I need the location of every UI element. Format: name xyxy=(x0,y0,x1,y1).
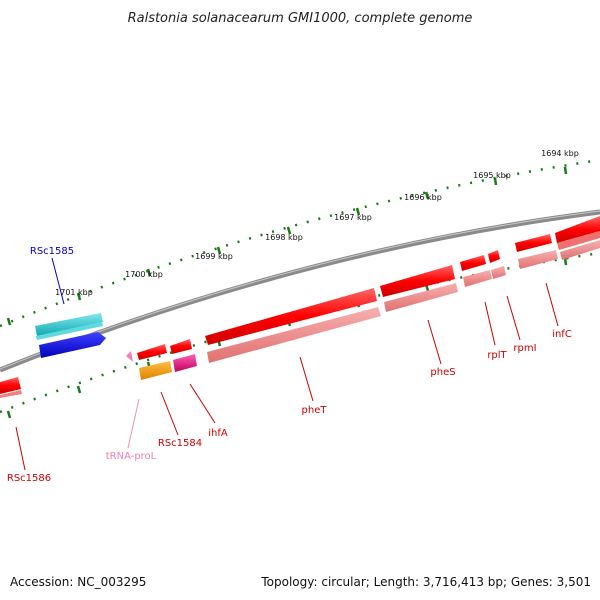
feature-ihfa-magenta[interactable] xyxy=(173,354,197,372)
feature-rplt-shadow[interactable] xyxy=(491,266,506,279)
gene-label-phet[interactable]: pheT xyxy=(302,405,328,416)
outer-tick-ring xyxy=(0,158,600,328)
feature-phet-shadow[interactable] xyxy=(207,307,381,363)
feature-rsc1585-blue[interactable] xyxy=(39,332,106,358)
feature-phes[interactable] xyxy=(380,265,455,297)
tick-label: 1694 kbp xyxy=(541,149,579,158)
feature-rsc1584[interactable] xyxy=(137,344,167,360)
feature-rplt[interactable] xyxy=(488,250,500,263)
feature-rpmi[interactable] xyxy=(515,234,552,252)
tick-label: 1697 kbp xyxy=(334,213,372,222)
feature-infc[interactable] xyxy=(555,216,600,243)
feature-phes-shadow[interactable] xyxy=(384,283,458,312)
gene-label-rsc1585[interactable]: RSc1585 xyxy=(30,246,74,257)
feature-phet[interactable] xyxy=(205,288,377,345)
tick-label: 1698 kbp xyxy=(265,233,303,242)
gene-label-phes[interactable]: pheS xyxy=(430,367,455,378)
accession-text: Accession: NC_003295 xyxy=(10,575,146,589)
outer-major-ticks xyxy=(6,166,568,326)
topology-text: Topology: circular; Length: 3,716,413 bp… xyxy=(260,575,591,589)
tick-label: 1701 kbp xyxy=(55,288,93,297)
tick-label: 1700 kbp xyxy=(125,270,163,279)
feature-rsc1586[interactable] xyxy=(0,377,21,394)
gene-label-rpmi[interactable]: rpmI xyxy=(513,343,536,354)
feature-rsc1585-cyan[interactable] xyxy=(35,313,103,336)
tick-label: 1699 kbp xyxy=(195,252,233,261)
gene-label-infc[interactable]: infC xyxy=(552,329,572,340)
map-title: Ralstonia solanacearum GMI1000, complete… xyxy=(128,11,473,26)
gene-label-rplt[interactable]: rplT xyxy=(487,350,507,361)
feature-ihfa[interactable] xyxy=(170,339,192,354)
tick-label: 1695 kbp xyxy=(473,171,511,180)
feature-trna-prol[interactable] xyxy=(126,351,133,362)
tick-label: 1696 kbp xyxy=(404,193,442,202)
feature-phes-small[interactable] xyxy=(460,255,486,271)
gene-label-rsc1586[interactable]: RSc1586 xyxy=(7,473,51,484)
feature-rsc1584-orange[interactable] xyxy=(139,361,172,380)
feature-infc-shadow[interactable] xyxy=(560,240,600,260)
gene-label-ihfa[interactable]: ihfA xyxy=(208,428,228,439)
gene-label-trna-prol[interactable]: tRNA-proL xyxy=(106,451,157,462)
feature-rpmi-shadow[interactable] xyxy=(518,250,558,269)
gene-label-rsc1584[interactable]: RSc1584 xyxy=(158,438,202,449)
